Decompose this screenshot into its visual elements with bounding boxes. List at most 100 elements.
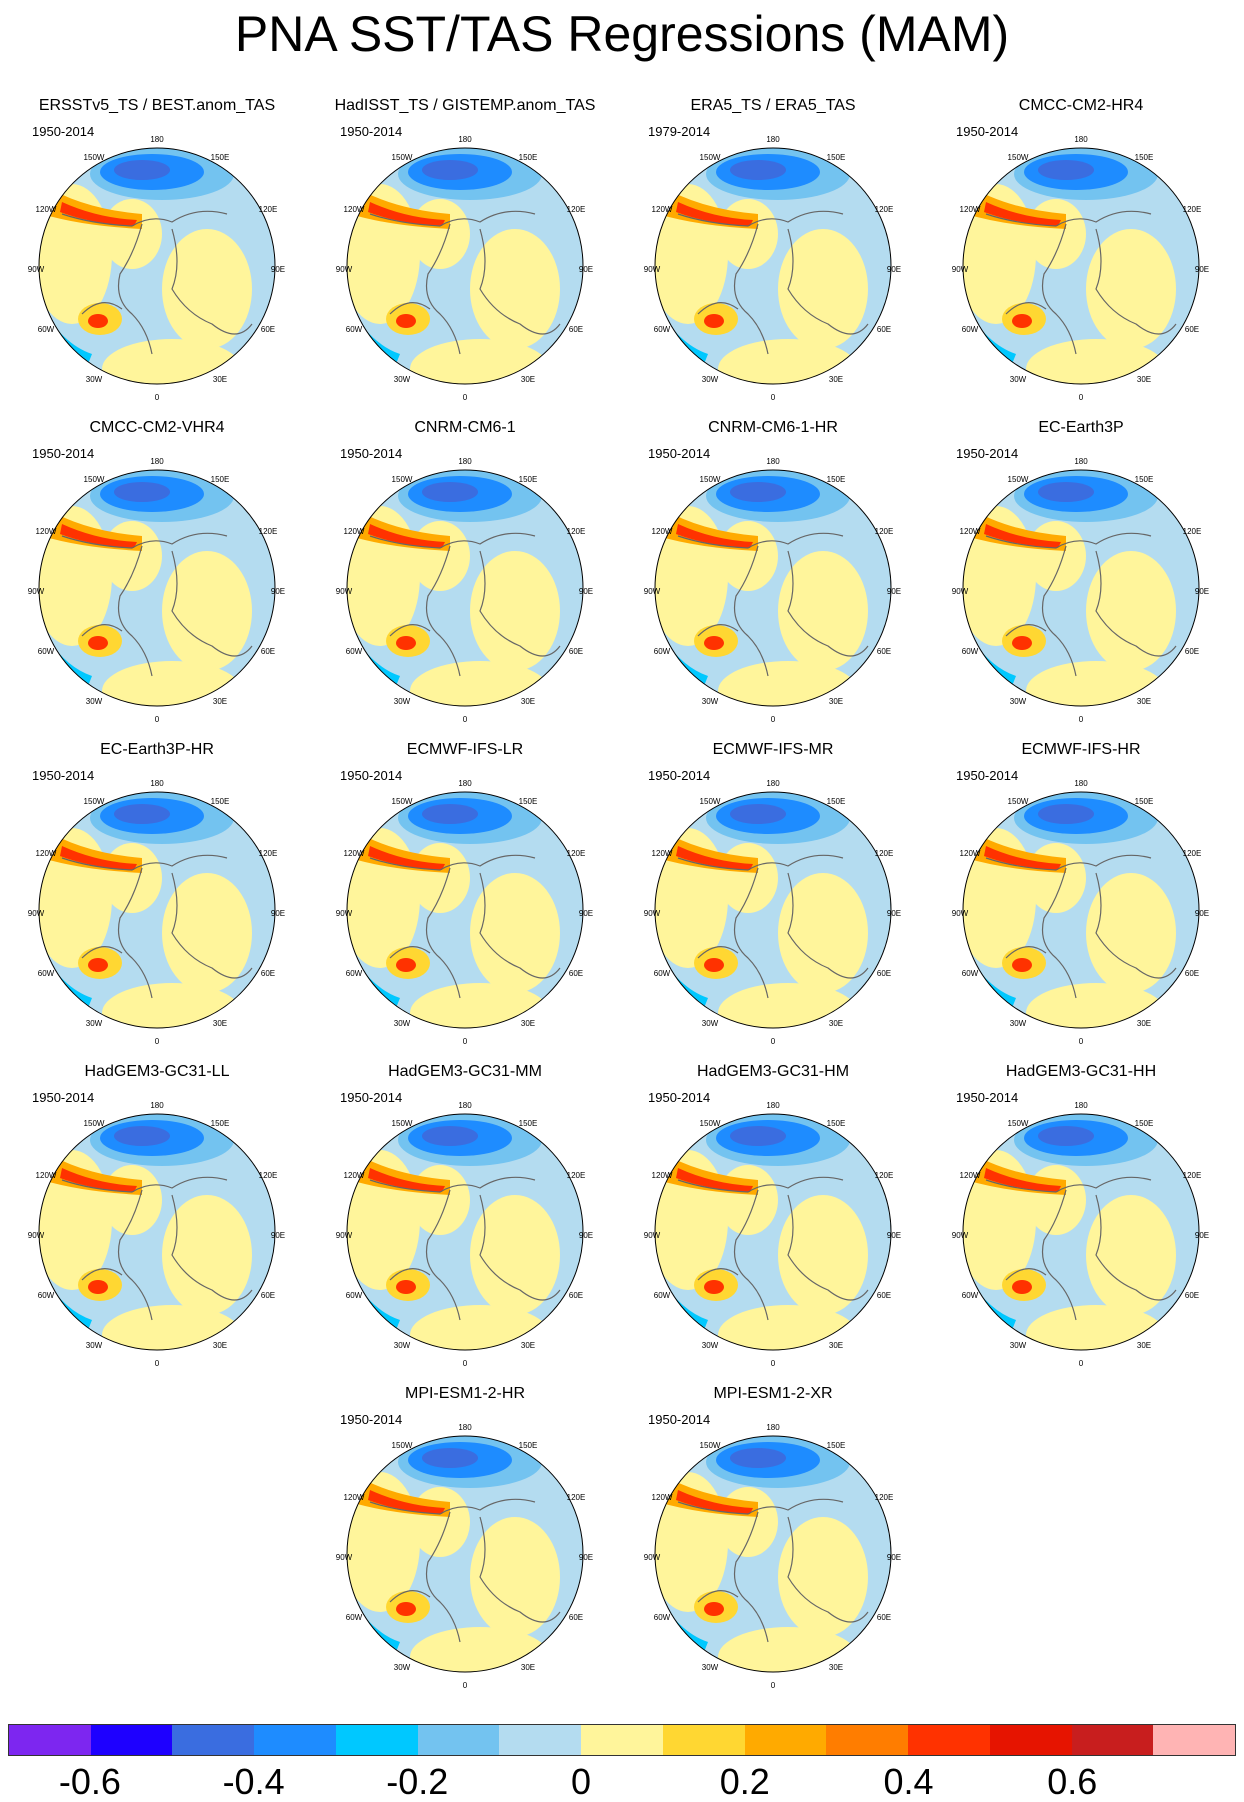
- longitude-label: 60W: [346, 647, 363, 656]
- longitude-label: 120E: [259, 849, 278, 858]
- positive-anomaly-region: [102, 983, 242, 1028]
- longitude-label: 60E: [877, 969, 891, 978]
- longitude-label: 120W: [652, 1493, 673, 1502]
- eastern-canada-warm-core: [1012, 636, 1032, 650]
- longitude-label: 90W: [336, 1553, 353, 1562]
- longitude-label: 0: [463, 1037, 468, 1046]
- longitude-label: 60W: [38, 969, 55, 978]
- map-panel: HadGEM3-GC31-HH 1950-2014 180 150W 150E 120W 1…: [946, 1062, 1216, 1372]
- west-america-warm-anomaly: [658, 828, 758, 873]
- longitude-label: 90W: [644, 587, 661, 596]
- positive-anomaly-region: [1086, 1195, 1176, 1315]
- longitude-label: 30W: [1010, 697, 1027, 706]
- longitude-label: 60W: [962, 1291, 979, 1300]
- positive-anomaly-region: [102, 339, 242, 384]
- longitude-label: 90W: [952, 587, 969, 596]
- west-america-warm-core: [368, 202, 445, 226]
- southeast-cold-anomaly: [963, 304, 1016, 364]
- positive-anomaly-region: [1086, 229, 1176, 349]
- west-america-warm-anomaly: [658, 506, 758, 551]
- positive-anomaly-region: [102, 1165, 162, 1235]
- panel-title: HadGEM3-GC31-LL: [84, 1063, 230, 1080]
- longitude-label: 120W: [344, 205, 365, 214]
- longitude-label: 180: [150, 779, 164, 788]
- panel-period: 1950-2014: [340, 1412, 403, 1427]
- polar-map: 180 150W 150E 120W 120E 90W 90E 60W 60E 30W 30E 0: [28, 779, 285, 1046]
- eastern-canada-warm-core: [88, 314, 108, 328]
- longitude-label: 150W: [700, 475, 721, 484]
- longitude-label: 30E: [1137, 1019, 1151, 1028]
- longitude-label: 150W: [392, 153, 413, 162]
- longitude-label: 30E: [829, 1663, 843, 1672]
- eastern-canada-warm-core: [396, 1602, 416, 1616]
- longitude-label: 0: [771, 393, 776, 402]
- colorbar-swatch: [989, 1725, 1072, 1755]
- coastline: [61, 1176, 228, 1193]
- longitude-label: 30E: [213, 1019, 227, 1028]
- southeast-cold-anomaly: [963, 626, 1016, 686]
- coastline: [389, 1268, 431, 1281]
- longitude-label: 0: [155, 393, 160, 402]
- longitude-label: 30W: [86, 1341, 103, 1350]
- west-america-warm-core: [984, 524, 1061, 548]
- longitude-label: 0: [771, 1037, 776, 1046]
- longitude-label: 30W: [702, 1019, 719, 1028]
- colorbar-swatch: [744, 1725, 827, 1755]
- positive-anomaly-region: [470, 551, 560, 671]
- longitude-label: 90E: [887, 587, 901, 596]
- longitude-label: 0: [155, 1359, 160, 1368]
- coastline: [787, 872, 869, 979]
- longitude-label: 150W: [392, 797, 413, 806]
- positive-anomaly-region: [718, 199, 778, 269]
- colorbar-swatch: [1071, 1725, 1154, 1755]
- longitude-label: 150E: [1135, 1119, 1154, 1128]
- coastline: [1005, 624, 1047, 637]
- southeast-cold-anomaly: [39, 304, 92, 364]
- southeast-cold-anomaly: [347, 1592, 400, 1652]
- longitude-label: 0: [1079, 393, 1084, 402]
- west-america-warm-anomaly: [42, 1150, 142, 1195]
- map-border: [38, 1113, 276, 1351]
- panel-title: ECMWF-IFS-LR: [406, 741, 524, 758]
- coastline: [369, 854, 536, 871]
- polar-map: 180 150W 150E 120W 120E 90W 90E 60W 60E 30W 30E 0: [28, 135, 285, 402]
- panel-title: ECMWF-IFS-HR: [1021, 741, 1141, 758]
- panel-title: MPI-ESM1-2-HR: [404, 1385, 525, 1402]
- longitude-label: 120W: [36, 1171, 57, 1180]
- longitude-label: 60W: [962, 647, 979, 656]
- longitude-label: 120W: [652, 205, 673, 214]
- coastline: [117, 1189, 153, 1321]
- longitude-label: 180: [766, 1423, 780, 1432]
- positive-anomaly-region: [470, 229, 560, 349]
- map-panel: HadGEM3-GC31-HM 1950-2014 180 150W 150E 120W 1…: [638, 1062, 908, 1372]
- coastline: [677, 1176, 844, 1193]
- panel-period: 1950-2014: [32, 446, 95, 461]
- longitude-label: 180: [458, 779, 472, 788]
- longitude-label: 60W: [346, 1291, 363, 1300]
- west-america-warm-anomaly: [350, 506, 450, 551]
- panel-period: 1950-2014: [956, 446, 1019, 461]
- longitude-label: 0: [1079, 1359, 1084, 1368]
- coastline: [1041, 867, 1077, 999]
- north-pacific-cold-peak: [422, 1448, 478, 1468]
- map-panel: MPI-ESM1-2-HR 1950-2014 180 150W 150E 120W 120…: [330, 1384, 600, 1694]
- longitude-label: 120E: [875, 1493, 894, 1502]
- longitude-label: 150W: [392, 1119, 413, 1128]
- panel-title: EC-Earth3P: [1038, 419, 1124, 436]
- eastern-canada-warm-core: [1012, 958, 1032, 972]
- eastern-canada-warm-core: [396, 958, 416, 972]
- colorbar-swatch: [90, 1725, 173, 1755]
- longitude-label: 120E: [567, 205, 586, 214]
- positive-anomaly-region: [718, 661, 858, 706]
- positive-anomaly-region: [102, 521, 162, 591]
- eastern-canada-warm-core: [1012, 1280, 1032, 1294]
- coastline: [369, 210, 536, 227]
- map-border: [654, 469, 892, 707]
- longitude-label: 150E: [519, 1441, 538, 1450]
- longitude-label: 30E: [521, 375, 535, 384]
- longitude-label: 0: [1079, 715, 1084, 724]
- longitude-label: 150W: [1008, 1119, 1029, 1128]
- figure-title: PNA SST/TAS Regressions (MAM): [234, 6, 1010, 62]
- west-america-warm-anomaly: [966, 828, 1066, 873]
- west-america-warm-anomaly: [42, 506, 142, 551]
